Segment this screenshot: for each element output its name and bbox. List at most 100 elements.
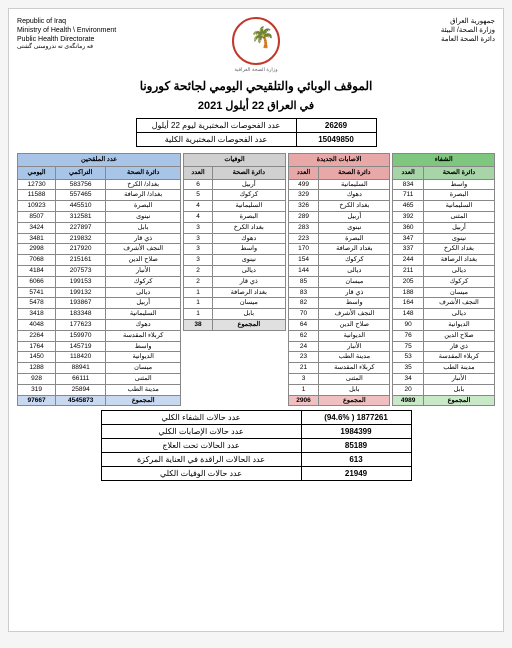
table-row: بابل1 (184, 309, 286, 320)
death-total: 38 (184, 319, 213, 330)
table-row: بغداد الرصافة1 (184, 287, 286, 298)
table-row: مدينة الطب25894319 (18, 384, 181, 395)
table-row: السليمانية465 (393, 201, 495, 212)
table-row: المثنى392 (393, 211, 495, 222)
table-row: ذي قار83 (288, 287, 390, 298)
table-row: كربلاء المقدسة21 (288, 363, 390, 374)
table-row: نينوى3 (184, 255, 286, 266)
table-row: ميسان1 (184, 298, 286, 309)
header-ar: جمهورية العراق وزارة الصحة/ البيئة دائرة… (342, 17, 495, 44)
cure-total: 4989 (393, 395, 424, 406)
table-row: دهوك3 (184, 233, 286, 244)
table-row: دهوك329 (288, 190, 390, 201)
main-title: الموقف الوبائي والتلقيحي اليومي لجائحة ك… (17, 79, 495, 93)
table-row: واسط834 (393, 179, 495, 190)
table-row: البصرة4 (184, 211, 286, 222)
table-row: مدينة الطب35 (393, 363, 495, 374)
table-row: بغداد/ الرصافة55746511588 (18, 190, 181, 201)
table-row: نينوى283 (288, 222, 390, 233)
table-row: كربلاء المقدسة53 (393, 352, 495, 363)
vacc-hdr: عدد الملقحين (18, 154, 181, 167)
table-row: النجف الأشرف2179202998 (18, 244, 181, 255)
sub-title: في العراق 22 أيلول 2021 (17, 99, 495, 112)
header-en: Republic of Iraq Ministry of Health \ En… (17, 17, 170, 52)
vacc-daily-total: 97667 (18, 395, 56, 406)
table-row: ديالى211 (393, 265, 495, 276)
table-row: أربيل360 (393, 222, 495, 233)
table-row: الديوانية1184201450 (18, 352, 181, 363)
summary-table: 1877261 ( 94.6%)عدد حالات الشفاء الكلي19… (17, 410, 495, 481)
table-row: ديالى2 (184, 265, 286, 276)
summary-row: 21949عدد حالات الوفيات الكلي (101, 467, 411, 481)
death-hdr: الوفيات (184, 154, 286, 167)
table-row: بغداد الرصافة170 (288, 244, 390, 255)
palm-icon: 🌴 (250, 25, 275, 50)
table-row: ميسان188 (393, 287, 495, 298)
death-table: الوفيات دائرة الصحةالعدد أربيل6كركوك5الس… (183, 153, 286, 406)
table-row: السليمانية4 (184, 201, 286, 212)
table-row: ديالى148 (393, 309, 495, 320)
table-row: ذي قار2198323481 (18, 233, 181, 244)
table-row: صلاح الدين2151617068 (18, 255, 181, 266)
hdr-en3: Public Health Directorate (17, 35, 170, 44)
tests-daily-val: 26269 (296, 119, 376, 133)
table-row: كربلاء المقدسة1599702264 (18, 330, 181, 341)
hdr-ar3: دائرة الصحة العامة (342, 35, 495, 44)
hdr-ar2: وزارة الصحة/ البيئة (342, 26, 495, 35)
table-row: نينوى347 (393, 233, 495, 244)
table-row: واسط3 (184, 244, 286, 255)
table-row: دهوك1776234048 (18, 319, 181, 330)
table-row: بابل1 (288, 384, 390, 395)
table-row: ميسان85 (288, 276, 390, 287)
summary-row: 613عدد الحالات الراقدة في العناية المركز… (101, 453, 411, 467)
table-row: أربيل6 (184, 179, 286, 190)
table-row: ذي قار2 (184, 276, 286, 287)
table-row: الأنبار24 (288, 341, 390, 352)
main-tables: الشفاء دائرة الصحةالعدد واسط834البصرة711… (17, 153, 495, 406)
table-row: السليمانية499 (288, 179, 390, 190)
summary-row: 1984399عدد حالات الإصابات الكلي (101, 425, 411, 439)
table-row: بغداد الكرخ3 (184, 222, 286, 233)
table-row: البصرة44551010923 (18, 201, 181, 212)
cure-hdr: الشفاء (393, 154, 495, 167)
table-row: الديوانية90 (393, 319, 495, 330)
table-row: ميسان889411288 (18, 363, 181, 374)
table-row: الأنبار2075734184 (18, 265, 181, 276)
table-row: النجف الأشرف164 (393, 298, 495, 309)
table-row: الديوانية62 (288, 330, 390, 341)
table-row: ديالى1991325741 (18, 287, 181, 298)
table-row: السليمانية1833483418 (18, 309, 181, 320)
table-row: بغداد الكرخ326 (288, 201, 390, 212)
summary-row: 1877261 ( 94.6%)عدد حالات الشفاء الكلي (101, 411, 411, 425)
table-row: الأنبار34 (393, 373, 495, 384)
table-row: كركوك1991536066 (18, 276, 181, 287)
vacc-cum-total: 4545873 (56, 395, 106, 406)
logo-text: وزارة الصحة العراقية (170, 67, 342, 73)
table-row: صلاح الدين76 (393, 330, 495, 341)
hdr-en2: Ministry of Health \ Environment (17, 26, 170, 35)
report-page: جمهورية العراق وزارة الصحة/ البيئة دائرة… (8, 8, 504, 632)
table-row: كركوك205 (393, 276, 495, 287)
table-row: كركوك5 (184, 190, 286, 201)
table-row: البصرة711 (393, 190, 495, 201)
table-row: المثنى3 (288, 373, 390, 384)
new-table: الاصابات الجديدة دائرة الصحةالعدد السليم… (288, 153, 391, 406)
table-row: النجف الأشرف70 (288, 309, 390, 320)
table-row: بغداد/ الكرخ58375612730 (18, 179, 181, 190)
table-row: المثنى66111928 (18, 373, 181, 384)
table-row: ذي قار75 (393, 341, 495, 352)
table-row: أربيل289 (288, 211, 390, 222)
table-row: نينوى3125818507 (18, 211, 181, 222)
table-row: أربيل1938675478 (18, 298, 181, 309)
table-row: مدينة الطب23 (288, 352, 390, 363)
table-row: بغداد الرصافة244 (393, 255, 495, 266)
table-row: واسط82 (288, 298, 390, 309)
table-row: واسط1457191764 (18, 341, 181, 352)
test-stats: 26269عدد الفحوصات المختبرية ليوم 22 أيلو… (17, 118, 495, 147)
table-row: البصرة223 (288, 233, 390, 244)
hdr-ku: فه رمانگه‌ی ته ندروستی گشتی (17, 44, 170, 52)
hdr-ar1: جمهورية العراق (342, 17, 495, 26)
new-hdr: الاصابات الجديدة (288, 154, 390, 167)
cure-table: الشفاء دائرة الصحةالعدد واسط834البصرة711… (392, 153, 495, 406)
table-row: بغداد الكرخ337 (393, 244, 495, 255)
